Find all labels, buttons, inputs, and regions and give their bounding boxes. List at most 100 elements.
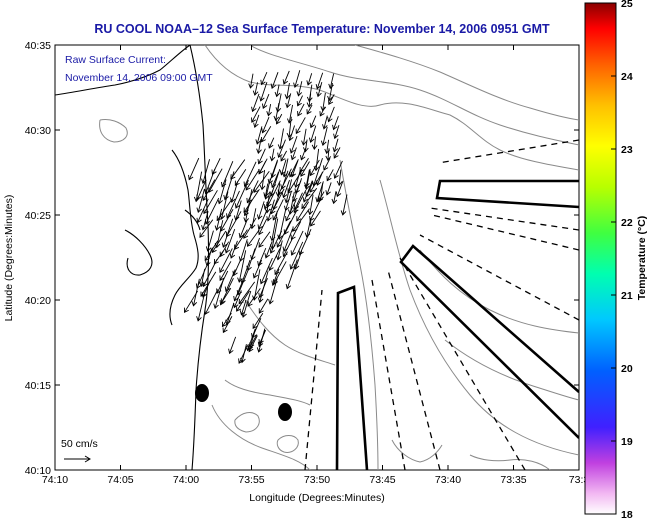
current-vector bbox=[264, 241, 273, 259]
colorbar bbox=[584, 2, 617, 515]
colorbar-ticks: 25 24 23 22 21 20 19 18 bbox=[611, 0, 633, 521]
dashed-line bbox=[429, 207, 579, 231]
x-tick-label: 74:05 bbox=[107, 474, 133, 486]
colorbar-tick-label: 19 bbox=[621, 436, 633, 448]
current-vector bbox=[332, 138, 339, 153]
current-vector bbox=[256, 138, 262, 154]
current-vector bbox=[196, 181, 206, 200]
current-vector bbox=[246, 229, 260, 247]
current-vector bbox=[284, 82, 291, 100]
current-vector bbox=[289, 241, 304, 270]
current-vector bbox=[304, 168, 311, 191]
current-vector bbox=[273, 102, 280, 122]
x-tick-label: 73:3 bbox=[569, 474, 590, 486]
current-vector bbox=[277, 139, 286, 159]
current-vector bbox=[252, 259, 263, 279]
current-vector bbox=[252, 82, 259, 96]
current-vector bbox=[332, 116, 339, 131]
current-vector bbox=[259, 82, 268, 102]
current-vector bbox=[282, 70, 290, 85]
current-vector bbox=[199, 219, 214, 238]
current-vector bbox=[240, 344, 247, 364]
current-vector bbox=[259, 257, 273, 285]
y-axis-label: Latitude (Degrees:Minutes) bbox=[3, 195, 15, 322]
current-vector bbox=[221, 218, 234, 248]
current-vector bbox=[258, 158, 268, 175]
current-vector bbox=[196, 188, 205, 213]
current-vector bbox=[271, 268, 280, 286]
figure-title: RU COOL NOAA–12 Sea Surface Temperature:… bbox=[94, 22, 550, 36]
bathymetry-contour-line bbox=[234, 412, 260, 433]
current-vector bbox=[300, 147, 307, 161]
x-tick-label: 73:45 bbox=[369, 474, 395, 486]
current-vector bbox=[268, 278, 278, 305]
current-vector bbox=[220, 287, 232, 304]
current-vector bbox=[295, 117, 306, 135]
bathymetry-contours bbox=[99, 45, 579, 470]
current-vector bbox=[219, 241, 230, 258]
x-axis-label: Longitude (Degrees:Minutes) bbox=[249, 492, 384, 504]
dashed-line bbox=[431, 214, 579, 251]
current-vector bbox=[238, 219, 248, 239]
current-vector bbox=[299, 157, 309, 173]
current-vector bbox=[290, 147, 297, 161]
current-vector bbox=[252, 269, 261, 301]
bathymetry-contour-line bbox=[249, 45, 579, 146]
current-vector bbox=[290, 230, 304, 256]
current-vector bbox=[309, 115, 317, 129]
current-vector bbox=[263, 183, 269, 198]
current-vector bbox=[316, 82, 323, 98]
current-vector bbox=[290, 221, 302, 241]
current-vector bbox=[328, 94, 335, 106]
current-vector bbox=[233, 280, 244, 302]
current-vector bbox=[333, 124, 340, 140]
current-vector bbox=[269, 148, 276, 162]
scale-label: 50 cm/s bbox=[61, 438, 98, 450]
current-vector bbox=[246, 180, 259, 204]
map-layer: Raw Surface Current: November 14, 2006 0… bbox=[55, 45, 579, 470]
current-vector bbox=[223, 171, 235, 201]
coastline-bay bbox=[169, 149, 199, 326]
current-vector bbox=[293, 169, 301, 189]
current-vector bbox=[256, 328, 266, 353]
current-vector bbox=[253, 114, 260, 128]
current-vector bbox=[260, 71, 268, 86]
current-vector bbox=[277, 128, 284, 150]
colorbar-label: Temperature (°C) bbox=[636, 216, 648, 301]
scale-arrow bbox=[64, 455, 91, 463]
current-vector bbox=[296, 81, 303, 97]
sector-wedge-south bbox=[335, 285, 369, 470]
current-vector bbox=[232, 259, 241, 277]
current-vector bbox=[251, 318, 262, 339]
y-tick-label: 40:15 bbox=[25, 380, 51, 392]
current-vector bbox=[285, 199, 297, 222]
current-vector bbox=[285, 259, 298, 290]
current-vector bbox=[280, 150, 288, 162]
x-tick-label: 74:10 bbox=[42, 474, 68, 486]
current-vector bbox=[258, 298, 269, 314]
current-vector bbox=[276, 220, 292, 248]
y-tick-label: 40:30 bbox=[25, 125, 51, 137]
dashed-line bbox=[399, 257, 526, 470]
sector-outlines bbox=[335, 179, 579, 470]
current-vector bbox=[205, 230, 214, 252]
current-vector bbox=[320, 126, 328, 146]
current-vector bbox=[261, 126, 272, 143]
current-vector bbox=[217, 179, 227, 205]
current-vector bbox=[310, 210, 321, 227]
dashed-line bbox=[437, 139, 579, 164]
current-vector bbox=[261, 116, 270, 134]
dashed-line bbox=[419, 234, 579, 321]
current-vector bbox=[293, 70, 301, 88]
y-axis-ticks: 40:35 40:30 40:25 40:20 40:15 40:10 bbox=[25, 40, 579, 477]
colorbar-tick-label: 21 bbox=[621, 290, 633, 302]
current-vector bbox=[282, 158, 289, 178]
bathymetry-contour-line bbox=[339, 159, 379, 470]
colorbar-tick-label: 23 bbox=[621, 144, 633, 156]
current-vector bbox=[196, 198, 209, 224]
current-vector bbox=[292, 208, 310, 232]
current-vector bbox=[183, 290, 199, 314]
annotation-line-1: Raw Surface Current: bbox=[65, 54, 166, 66]
